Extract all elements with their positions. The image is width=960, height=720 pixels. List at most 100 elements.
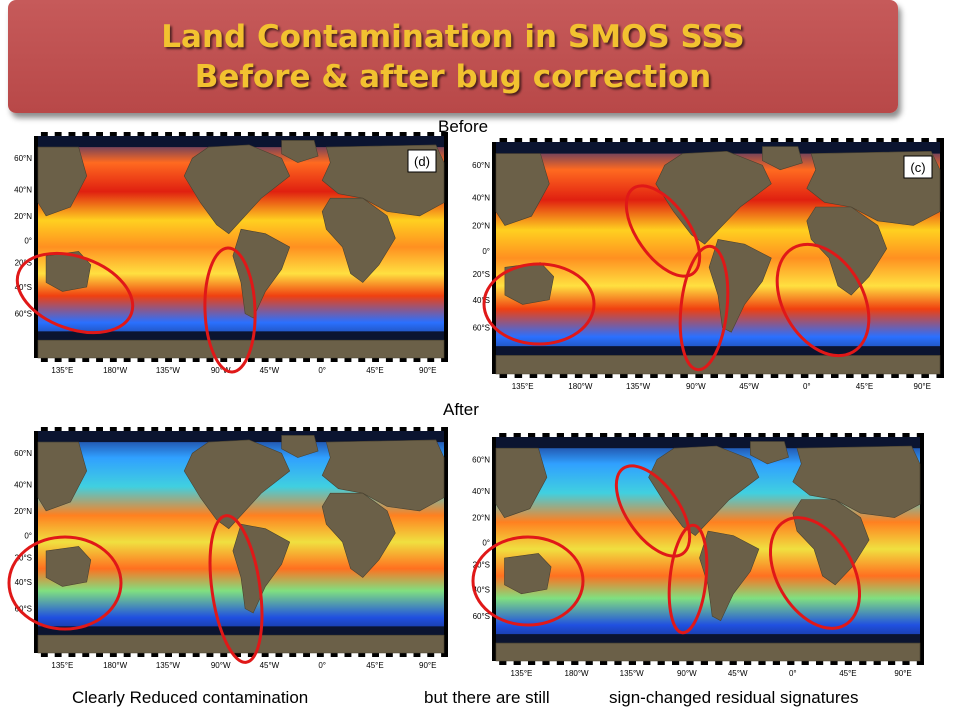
continent-southAmerica — [699, 530, 760, 622]
lon-tick-label: 0° — [803, 382, 811, 391]
lon-tick-label: 135°W — [620, 669, 645, 678]
lon-tick-label: 135°W — [156, 661, 181, 670]
lat-tick-label: 60°S — [15, 310, 32, 319]
lon-tick-label: 180°W — [103, 366, 128, 375]
before-c-svg: 60°N 40°N 20°N 0° 20°S 40°S 60°S 135°E 180°W 135°… — [472, 138, 944, 391]
title-banner: Land Contamination in SMOS SSS Before & … — [8, 0, 898, 113]
lat-tick-label: 20°N — [14, 212, 32, 221]
after-right-svg: 60°N 40°N 20°N 0° 20°S 40°S 60°S 135°E 180°W 135°… — [471, 433, 924, 678]
panel-tag-box — [407, 149, 437, 173]
title-line-2: Before & after bug correction — [194, 58, 712, 95]
lat-tick-label: 60°N — [14, 449, 32, 458]
highlight-ellipse — [482, 262, 596, 346]
lon-tick-label: 90°W — [677, 669, 697, 678]
lon-tick-label: 45°W — [728, 669, 748, 678]
lat-tick-label: 40°S — [15, 578, 32, 587]
lon-tick-label: 45°W — [260, 661, 280, 670]
continent-eurasia — [321, 439, 445, 512]
lon-tick-label: 90°W — [686, 382, 706, 391]
continent-australia — [45, 251, 92, 292]
lat-tick-label: 60°N — [472, 455, 490, 464]
lon-tick-label: 45°E — [839, 669, 856, 678]
continent-eurasia — [792, 445, 921, 518]
lon-tick-label: 90°W — [211, 366, 231, 375]
continent-northAmerica — [183, 439, 291, 530]
continent-asiaWest — [37, 146, 88, 217]
lat-tick-label: 60°S — [15, 605, 32, 614]
lon-tick-label: 45°E — [856, 382, 873, 391]
lat-tick-label: 20°N — [14, 507, 32, 516]
lon-tick-label: 180°W — [568, 382, 593, 391]
lon-tick-label: 45°E — [366, 661, 383, 670]
lat-tick-label: 0° — [482, 247, 490, 256]
after-left-svg: 60°N 40°N 20°N 0° 20°S 40°S 60°S 135°E 180°W 135°… — [7, 427, 448, 670]
highlight-ellipse — [208, 514, 264, 664]
lat-tick-label: 40°N — [472, 194, 490, 203]
highlight-ellipse — [775, 242, 871, 358]
lat-tick-label: 40°S — [473, 585, 490, 594]
lat-tick-label: 40°S — [15, 283, 32, 292]
continent-antarctica — [495, 355, 941, 375]
lat-tick-label: 60°S — [473, 324, 490, 333]
lat-tick-label: 0° — [24, 531, 32, 540]
highlight-ellipse — [471, 535, 585, 627]
lat-tick-label: 20°N — [472, 222, 490, 231]
lat-tick-label: 60°N — [14, 154, 32, 163]
highlight-ellipse — [7, 535, 123, 631]
highlight-ellipse — [768, 516, 862, 630]
highlight-ellipse — [614, 464, 692, 558]
caption-part-1: Clearly Reduced contamination — [72, 688, 309, 707]
lat-tick-label: 60°S — [473, 612, 490, 621]
map-panel-after-left: 60°N 40°N 20°N 0° 20°S 40°S 60°S 135°E 180°W 135°… — [0, 425, 450, 677]
panel-tag-box — [903, 155, 933, 179]
lon-tick-label: 45°E — [366, 366, 383, 375]
map-panel-after-right: 60°N 40°N 20°N 0° 20°S 40°S 60°S 135°E 180°W 135°… — [460, 433, 930, 683]
lon-tick-label: 45°W — [739, 382, 759, 391]
caption-part-3: sign-changed residual signatures — [609, 688, 859, 707]
continent-southAmerica — [232, 228, 291, 319]
continent-greenland — [281, 140, 319, 163]
lon-tick-label: 90°E — [914, 382, 931, 391]
continent-africa — [321, 492, 396, 578]
lat-tick-label: 0° — [482, 538, 490, 547]
highlight-ellipse — [624, 184, 702, 278]
lon-tick-label: 90°E — [894, 669, 911, 678]
lat-tick-label: 20°S — [15, 554, 32, 563]
lon-tick-label: 45°W — [260, 366, 280, 375]
lon-tick-label: 0° — [318, 661, 326, 670]
continent-greenland — [762, 146, 803, 171]
continent-asiaWest — [495, 447, 548, 518]
lat-tick-label: 60°N — [472, 161, 490, 170]
lat-tick-label: 40°N — [14, 480, 32, 489]
highlight-ellipse — [667, 523, 709, 635]
lon-tick-label: 180°W — [565, 669, 590, 678]
highlight-ellipse — [15, 251, 135, 335]
continent-antarctica — [495, 642, 921, 662]
continent-asiaWest — [37, 441, 88, 512]
highlight-ellipse — [678, 244, 730, 372]
continent-northAmerica — [655, 150, 772, 245]
lat-tick-label: 20°S — [473, 561, 490, 570]
continent-australia — [504, 553, 552, 595]
map-panel-before-c: 60°N 40°N 20°N 0° 20°S 40°S 60°S 135°E 180°W 135°… — [460, 138, 950, 400]
lon-tick-label: 135°W — [156, 366, 181, 375]
highlight-ellipse — [203, 246, 257, 374]
continent-africa — [321, 197, 396, 283]
lon-tick-label: 135°E — [51, 366, 73, 375]
title-line-1: Land Contamination in SMOS SSS — [161, 18, 745, 55]
lon-tick-label: 135°E — [51, 661, 73, 670]
lon-tick-label: 135°E — [510, 669, 532, 678]
continent-asiaWest — [495, 153, 550, 226]
lon-tick-label: 0° — [318, 366, 326, 375]
caption-part-2: but there are still — [424, 688, 550, 707]
continent-australia — [45, 546, 92, 587]
lat-tick-label: 40°S — [473, 296, 490, 305]
lon-tick-label: 90°E — [419, 366, 436, 375]
continent-antarctica — [37, 634, 445, 654]
continent-greenland — [750, 441, 789, 465]
lat-tick-label: 40°N — [472, 487, 490, 496]
lat-tick-label: 20°N — [472, 514, 490, 523]
continent-northAmerica — [648, 445, 760, 536]
lon-tick-label: 180°W — [103, 661, 128, 670]
